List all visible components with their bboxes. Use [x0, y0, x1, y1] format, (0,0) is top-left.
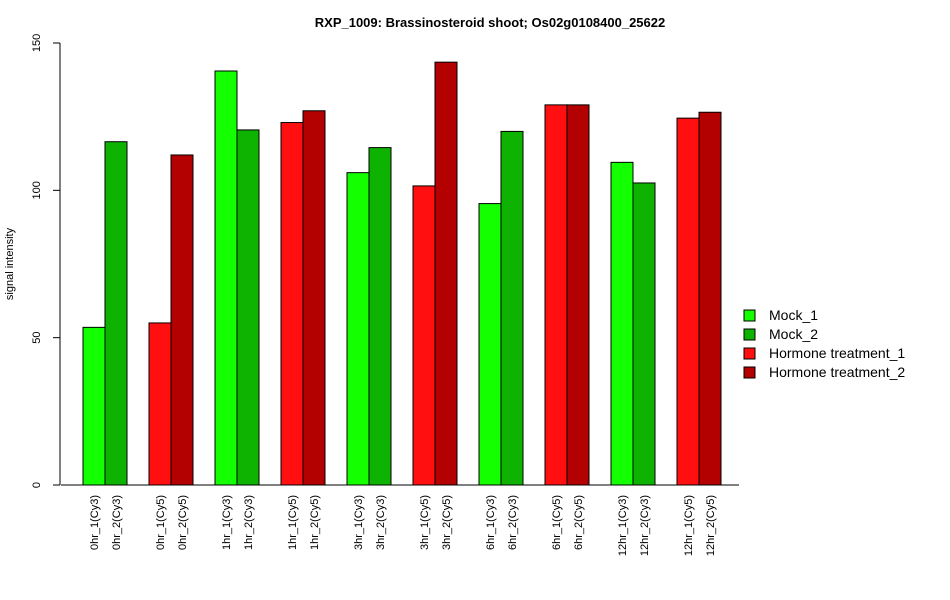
bar — [148, 322, 172, 486]
legend-swatch — [743, 366, 756, 379]
bar — [280, 122, 304, 486]
bar — [676, 117, 700, 486]
bar — [610, 161, 634, 486]
legend-label: Hormone treatment_1 — [769, 345, 905, 361]
bar — [698, 111, 722, 486]
bar — [500, 130, 524, 486]
bar — [434, 61, 458, 486]
y-tick-label: 0 — [31, 482, 43, 488]
bar — [302, 110, 326, 486]
x-tick-labels: 0hr_1(Cy3) 0hr_2(Cy3) 0hr_1(Cy5) 0hr_2(Cy5)… — [89, 495, 717, 556]
x-tick-label: 1hr_1(Cy5) — [287, 495, 299, 550]
legend-label: Mock_2 — [769, 326, 818, 342]
x-tick-label: 0hr_2(Cy3) — [111, 495, 123, 550]
legend-swatch — [743, 328, 756, 341]
legend-label: Mock_1 — [769, 307, 818, 323]
x-tick-label: 3hr_1(Cy5) — [419, 495, 431, 550]
y-tick-label: 50 — [31, 332, 43, 344]
x-tick-label: 12hr_1(Cy3) — [617, 495, 629, 556]
x-tick-label: 1hr_1(Cy3) — [221, 495, 233, 550]
y-axis: 0 50 100 150 — [31, 34, 61, 488]
bar — [236, 129, 260, 486]
x-tick-label: 3hr_1(Cy3) — [353, 495, 365, 550]
bar — [170, 154, 194, 486]
bar — [544, 104, 568, 486]
bar — [412, 185, 436, 486]
x-tick-label: 6hr_1(Cy3) — [485, 495, 497, 550]
bar — [104, 141, 128, 486]
chart-title: RXP_1009: Brassinosteroid shoot; Os02g01… — [315, 15, 665, 30]
x-tick-label: 1hr_2(Cy5) — [309, 495, 321, 550]
y-axis-label: signal intensity — [4, 227, 16, 300]
bar — [478, 203, 502, 486]
legend-swatch — [743, 309, 756, 322]
legend-swatch — [743, 347, 756, 360]
y-tick-label: 150 — [31, 34, 43, 52]
bar — [566, 104, 590, 486]
x-tick-label: 3hr_2(Cy3) — [375, 495, 387, 550]
x-tick-label: 3hr_2(Cy5) — [441, 495, 453, 550]
bars-group — [82, 61, 722, 486]
bar — [82, 326, 106, 486]
x-tick-label: 12hr_1(Cy5) — [683, 495, 695, 556]
x-tick-label: 0hr_1(Cy3) — [89, 495, 101, 550]
y-tick-label: 100 — [31, 181, 43, 199]
x-tick-label: 6hr_2(Cy3) — [507, 495, 519, 550]
x-tick-label: 0hr_1(Cy5) — [155, 495, 167, 550]
bar — [214, 70, 238, 486]
x-tick-label: 1hr_2(Cy3) — [243, 495, 255, 550]
x-tick-label: 6hr_1(Cy5) — [551, 495, 563, 550]
x-tick-label: 12hr_2(Cy3) — [639, 495, 651, 556]
x-tick-label: 0hr_2(Cy5) — [177, 495, 189, 550]
x-tick-label: 6hr_2(Cy5) — [573, 495, 585, 550]
legend: Mock_1 Mock_2 Hormone treatment_1 Hormone t… — [743, 307, 905, 380]
bar — [346, 172, 370, 486]
legend-label: Hormone treatment_2 — [769, 364, 905, 380]
bar — [632, 182, 656, 486]
x-tick-label: 12hr_2(Cy5) — [705, 495, 717, 556]
bar — [368, 147, 392, 486]
